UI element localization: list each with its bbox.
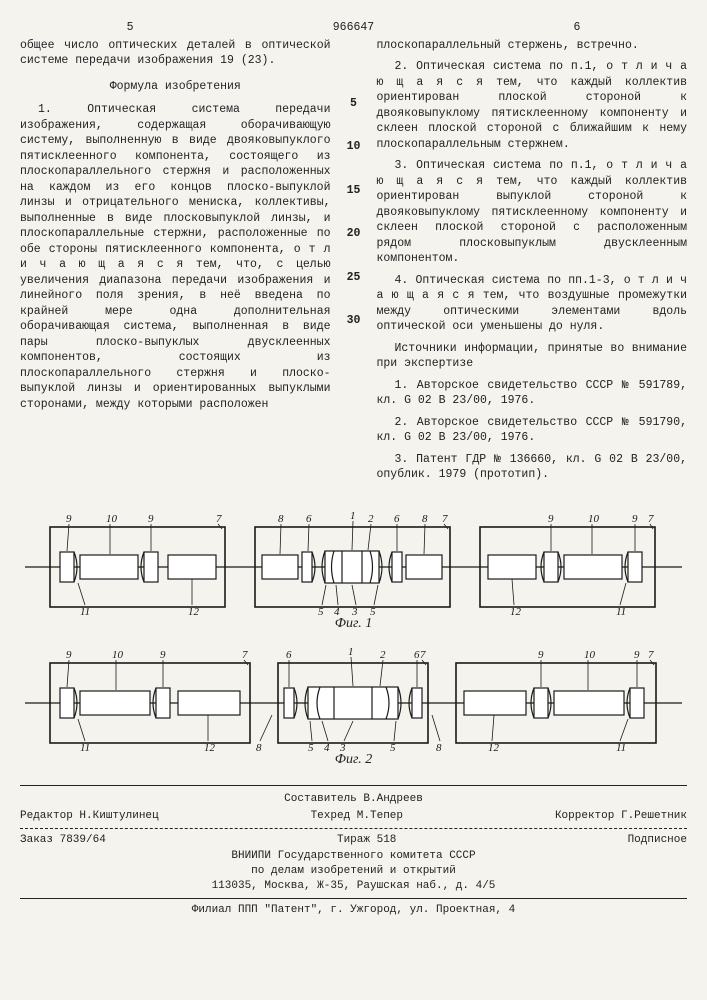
tirazh: Тираж 518 [337,833,396,848]
svg-text:9: 9 [538,649,544,661]
svg-text:12: 12 [188,606,200,617]
svg-text:2: 2 [368,513,374,525]
svg-text:5: 5 [390,742,396,753]
svg-text:7: 7 [648,649,654,661]
svg-text:7: 7 [216,513,222,525]
org-line-2: по делам изобретений и открытий [20,864,687,879]
svg-text:10: 10 [106,513,118,525]
claim-1: 1. Оптическая система передачи изображен… [20,102,331,412]
svg-text:9: 9 [634,649,640,661]
svg-text:11: 11 [80,742,90,753]
svg-text:2: 2 [380,649,386,661]
svg-text:12: 12 [510,606,522,617]
svg-text:1: 1 [348,646,354,658]
figure-2: 9109 7 1112 6126 5435 88 1211 9109 77 [20,643,687,771]
line-numbers: 5 10 15 20 25 30 [345,38,363,489]
claim-3: 3. Оптическая система по п.1, о т л и ч … [377,158,688,267]
imprint-footer: Составитель В.Андреев Редактор Н.Киштули… [20,785,687,918]
filial: Филиал ППП "Патент", г. Ужгород, ул. Про… [20,903,687,918]
svg-text:5: 5 [308,742,314,753]
svg-text:9: 9 [632,513,638,525]
svg-text:12: 12 [488,742,500,753]
svg-text:8: 8 [278,513,284,525]
svg-text:9: 9 [66,513,72,525]
compiler-label: Составитель [284,793,357,805]
claim-4: 4. Оптическая система по пп.1-3, о т л и… [377,273,688,335]
svg-text:10: 10 [584,649,596,661]
svg-text:1: 1 [350,510,356,522]
source-1: 1. Авторское свидетельство СССР № 591789… [377,378,688,409]
svg-text:9: 9 [160,649,166,661]
svg-text:7: 7 [242,649,248,661]
right-column: плоскопараллельный стержень, встречно. 2… [377,38,688,489]
figure-2-svg: 9109 7 1112 6126 5435 88 1211 9109 77 [20,643,687,753]
source-2: 2. Авторское свидетельство СССР № 591790… [377,415,688,446]
figure-2-caption: Фиг. 2 [20,751,687,770]
svg-text:6: 6 [394,513,400,525]
figures-block: 9109 1112 86 12 68 543 5 1211 9109 777 [20,507,687,771]
figure-1-caption: Фиг. 1 [20,615,687,634]
svg-text:11: 11 [616,606,626,617]
page-num-right: 6 [467,20,687,36]
svg-text:6: 6 [306,513,312,525]
order-num: Заказ 7839/64 [20,833,106,848]
page-num-left: 5 [20,20,240,36]
svg-text:6: 6 [286,649,292,661]
sources-title: Источники информации, принятые во вниман… [377,341,688,372]
text-columns: общее число оптических деталей в оптичес… [20,38,687,489]
left-column: общее число оптических деталей в оптичес… [20,38,331,489]
svg-text:10: 10 [588,513,600,525]
svg-text:4: 4 [324,742,330,753]
figure-1: 9109 1112 86 12 68 543 5 1211 9109 777 [20,507,687,635]
svg-text:11: 11 [616,742,626,753]
svg-text:12: 12 [204,742,216,753]
formula-title: Формула изобретения [20,79,331,95]
svg-text:8: 8 [256,742,262,753]
svg-text:7: 7 [420,649,426,661]
compiler-name: В.Андреев [363,793,422,805]
svg-text:9: 9 [148,513,154,525]
page-header: 5 966647 6 [20,20,687,36]
svg-text:11: 11 [80,606,90,617]
source-3: 3. Патент ГДР № 136660, кл. G 02 B 23/00… [377,452,688,483]
podpisnoe: Подписное [628,833,687,848]
svg-text:7: 7 [442,513,448,525]
figure-1-svg: 9109 1112 86 12 68 543 5 1211 9109 777 [20,507,687,617]
claim1-cont: плоскопараллельный стержень, встречно. [377,38,688,54]
svg-text:8: 8 [436,742,442,753]
svg-text:9: 9 [548,513,554,525]
doc-number: 966647 [243,20,463,36]
svg-text:7: 7 [648,513,654,525]
svg-text:9: 9 [66,649,72,661]
svg-text:10: 10 [112,649,124,661]
claim-2: 2. Оптическая система по п.1, о т л и ч … [377,59,688,152]
svg-text:5: 5 [318,606,324,617]
org-line-1: ВНИИПИ Государственного комитета СССР [20,849,687,864]
top-paragraph: общее число оптических деталей в оптичес… [20,38,331,69]
org-addr: 113035, Москва, Ж-35, Раушская наб., д. … [20,879,687,894]
svg-text:8: 8 [422,513,428,525]
